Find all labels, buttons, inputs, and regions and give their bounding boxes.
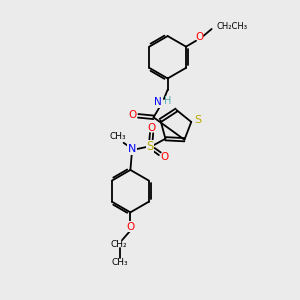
Text: N: N [128,144,136,154]
Text: N: N [154,97,162,107]
Text: CH₃: CH₃ [110,133,126,142]
Text: S: S [146,140,154,154]
Text: O: O [161,152,169,162]
Text: O: O [129,110,137,120]
Text: CH₂: CH₂ [111,240,128,249]
Text: O: O [196,32,204,42]
Text: H: H [164,95,171,106]
Text: CH₂CH₃: CH₂CH₃ [217,22,248,32]
Text: S: S [194,116,201,125]
Text: O: O [148,122,156,133]
Text: O: O [126,222,134,232]
Text: CH₃: CH₃ [112,258,128,267]
